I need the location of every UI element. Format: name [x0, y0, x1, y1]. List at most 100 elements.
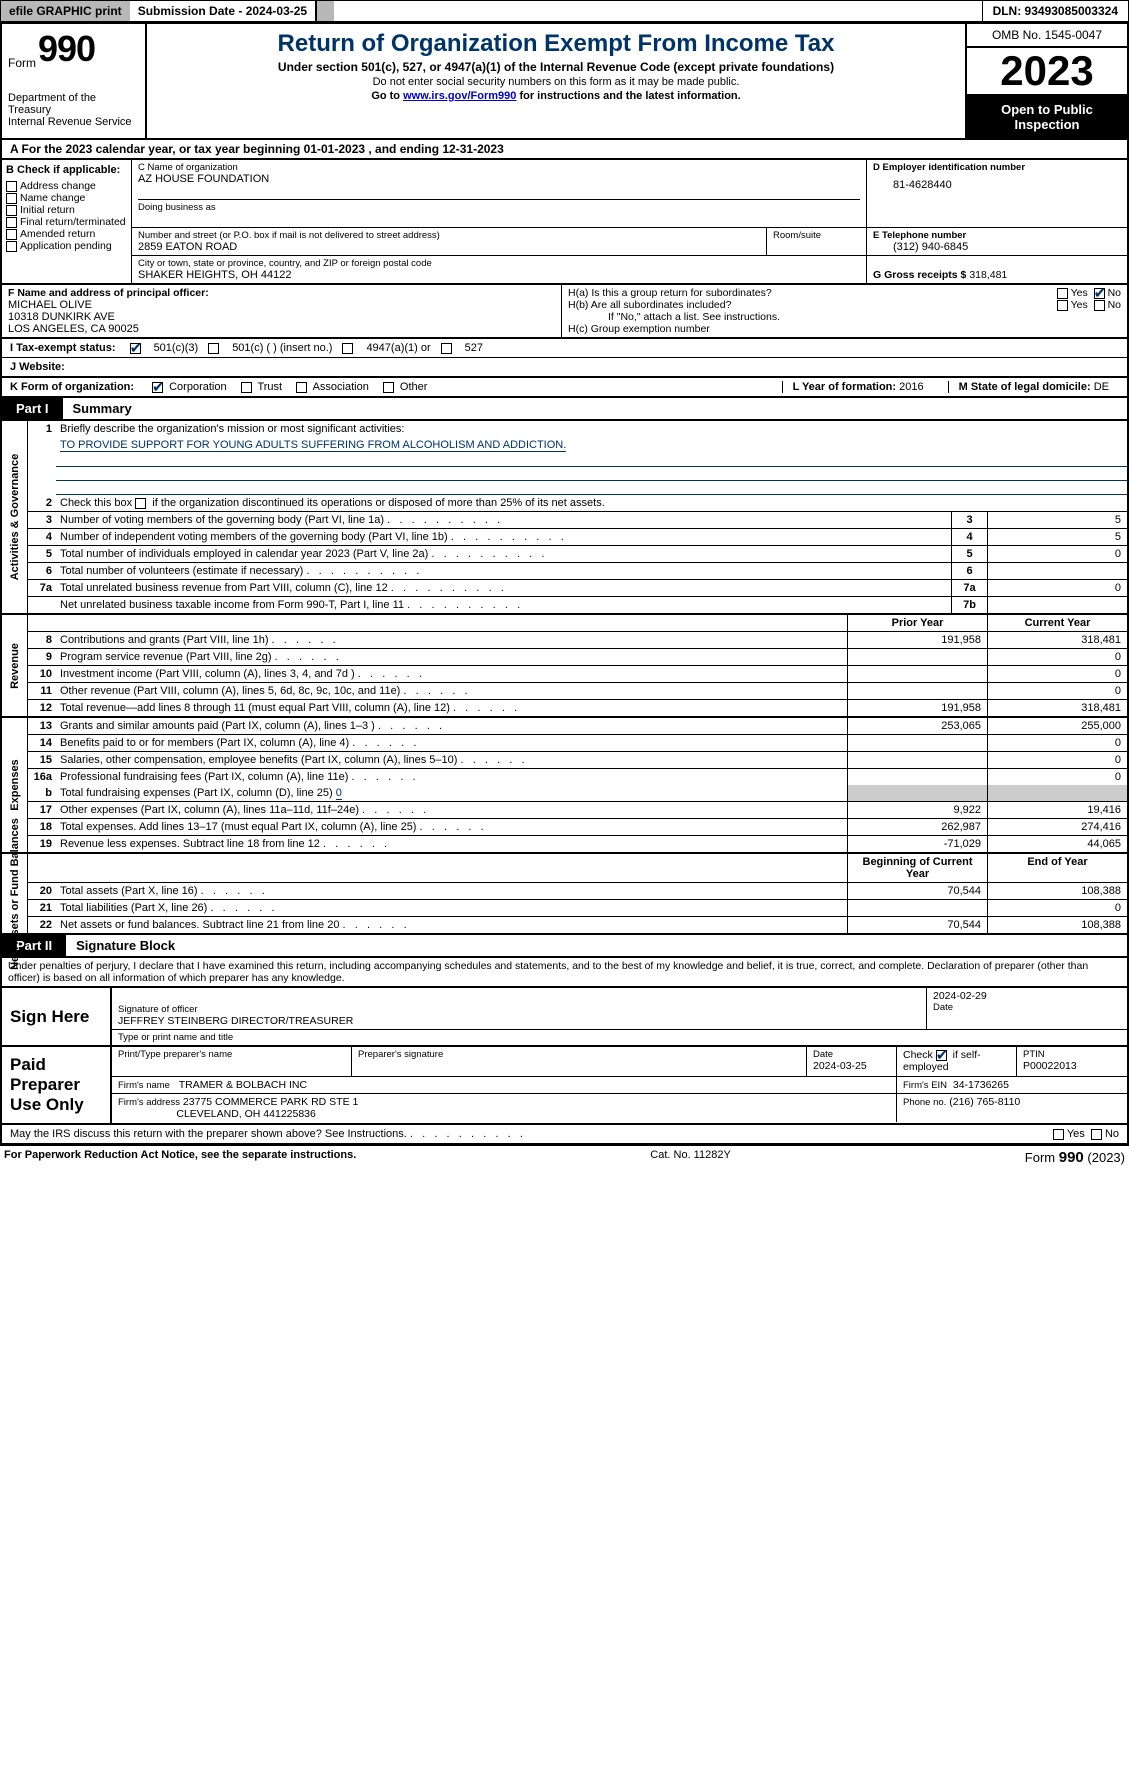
ln-num: 15 — [28, 752, 56, 768]
ln-num: 12 — [28, 700, 56, 716]
ln-prior: 70,544 — [847, 917, 987, 933]
ln-num: 22 — [28, 917, 56, 933]
line-8: 8Contributions and grants (Part VIII, li… — [28, 632, 1127, 649]
ln-num: 13 — [28, 718, 56, 734]
k-o1: Corporation — [169, 381, 226, 393]
line-16a: 16aProfessional fundraising fees (Part I… — [28, 769, 1127, 785]
header-left: Form 990 Department of the Treasury Inte… — [2, 24, 147, 138]
ln-prior: 253,065 — [847, 718, 987, 734]
ln-prior — [847, 769, 987, 785]
k-assoc[interactable] — [296, 382, 307, 393]
chk-address-change[interactable] — [6, 181, 17, 192]
ln-curr: 108,388 — [987, 883, 1127, 899]
l1-label: Briefly describe the organization's miss… — [56, 421, 1127, 437]
ln-txt: Program service revenue (Part VIII, line… — [56, 649, 847, 665]
discuss-yes[interactable] — [1053, 1129, 1064, 1140]
chk-final[interactable] — [6, 217, 17, 228]
no2: No — [1108, 299, 1121, 311]
l16b-txt: Total fundraising expenses (Part IX, col… — [56, 785, 847, 801]
section-a: A For the 2023 calendar year, or tax yea… — [0, 140, 1129, 160]
ln-txt: Other expenses (Part IX, column (A), lin… — [56, 802, 847, 818]
l2-chk[interactable] — [135, 498, 146, 509]
ln-num: 4 — [28, 529, 56, 545]
form-word: Form — [8, 56, 36, 70]
p1-na-body: Beginning of Current Year End of Year 20… — [28, 854, 1127, 933]
hb-yes[interactable] — [1057, 300, 1068, 311]
firm-ein-lbl: Firm's EIN — [903, 1080, 947, 1091]
chk-name-change[interactable] — [6, 193, 17, 204]
form990-link[interactable]: www.irs.gov/Form990 — [403, 90, 516, 102]
sign-here-label: Sign Here — [2, 988, 112, 1045]
k-trust[interactable] — [241, 382, 252, 393]
self-emp-lbl: Check if self-employed — [903, 1049, 981, 1073]
side-ag: Activities & Governance — [2, 421, 28, 613]
side-na: Net Assets or Fund Balances — [2, 854, 28, 933]
chk-initial[interactable] — [6, 205, 17, 216]
ln-curr: 274,416 — [987, 819, 1127, 835]
part1-title: Summary — [63, 398, 142, 419]
self-emp-chk[interactable] — [936, 1050, 947, 1061]
ln-curr: 0 — [987, 769, 1127, 785]
ln-txt: Net unrelated business taxable income fr… — [56, 597, 951, 613]
i-o3: 4947(a)(1) or — [366, 342, 430, 354]
col-cdefg: C Name of organization AZ HOUSE FOUNDATI… — [132, 160, 1127, 283]
fh-row: F Name and address of principal officer:… — [0, 285, 1129, 339]
ln-num: 5 — [28, 546, 56, 562]
ln-curr: 19,416 — [987, 802, 1127, 818]
prep-name-lbl: Print/Type preparer's name — [118, 1049, 345, 1060]
form-subtitle: Under section 501(c), 527, or 4947(a)(1)… — [157, 60, 955, 74]
officer-addr1: 10318 DUNKIRK AVE — [8, 311, 555, 323]
officer-sig: JEFFREY STEINBERG DIRECTOR/TREASURER — [118, 1015, 920, 1027]
ln-curr: 108,388 — [987, 917, 1127, 933]
chk-pending[interactable] — [6, 241, 17, 252]
part1-na: Net Assets or Fund Balances Beginning of… — [0, 854, 1129, 935]
ln-num: 20 — [28, 883, 56, 899]
chk-amended[interactable] — [6, 229, 17, 240]
i-501c3[interactable] — [130, 343, 141, 354]
ln-box: 7a — [951, 580, 987, 596]
org-name: AZ HOUSE FOUNDATION — [138, 173, 860, 185]
k-other[interactable] — [383, 382, 394, 393]
opt-initial: Initial return — [20, 204, 75, 216]
cat-no: Cat. No. 11282Y — [650, 1149, 731, 1166]
k-corp[interactable] — [152, 382, 163, 393]
form-header: Form 990 Department of the Treasury Inte… — [0, 24, 1129, 140]
opt-final: Final return/terminated — [20, 216, 126, 228]
efile-print-button[interactable]: efile GRAPHIC print — [0, 0, 130, 22]
firm-addr1: 23775 COMMERCE PARK RD STE 1 — [183, 1096, 358, 1108]
end-hdr: End of Year — [987, 854, 1127, 882]
ln-num: 8 — [28, 632, 56, 648]
discuss-text: May the IRS discuss this return with the… — [10, 1128, 523, 1140]
i-501c[interactable] — [208, 343, 219, 354]
officer-addr2: LOS ANGELES, CA 90025 — [8, 323, 555, 335]
ln-num: 6 — [28, 563, 56, 579]
form-title: Return of Organization Exempt From Incom… — [157, 30, 955, 58]
l16b-num: b — [28, 785, 56, 801]
line-12: 12Total revenue—add lines 8 through 11 (… — [28, 700, 1127, 716]
ln-txt: Total revenue—add lines 8 through 11 (mu… — [56, 700, 847, 716]
type-label: Type or print name and title — [118, 1032, 1121, 1043]
ln-num: 18 — [28, 819, 56, 835]
m-val: DE — [1094, 381, 1109, 393]
pra-notice: For Paperwork Reduction Act Notice, see … — [4, 1149, 356, 1166]
ln-num: 7a — [28, 580, 56, 596]
ha-no[interactable] — [1094, 288, 1105, 299]
ag-line-7a: 7aTotal unrelated business revenue from … — [28, 580, 1127, 597]
firm-addr2: CLEVELAND, OH 441225836 — [176, 1108, 316, 1120]
i-527[interactable] — [441, 343, 452, 354]
i-4947[interactable] — [342, 343, 353, 354]
ln-num: 14 — [28, 735, 56, 751]
ln-num — [28, 597, 56, 613]
ln-prior — [847, 649, 987, 665]
ln-txt: Number of voting members of the governin… — [56, 512, 951, 528]
ln-num: 19 — [28, 836, 56, 852]
c-name-label: C Name of organization — [138, 162, 860, 173]
ag-line-5: 5Total number of individuals employed in… — [28, 546, 1127, 563]
header-middle: Return of Organization Exempt From Incom… — [147, 24, 967, 138]
hb-no[interactable] — [1094, 300, 1105, 311]
discuss-no[interactable] — [1091, 1129, 1102, 1140]
ha-yes[interactable] — [1057, 288, 1068, 299]
k-o4: Other — [400, 381, 428, 393]
opt-name-change: Name change — [20, 192, 85, 204]
line-21: 21Total liabilities (Part X, line 26)0 — [28, 900, 1127, 917]
